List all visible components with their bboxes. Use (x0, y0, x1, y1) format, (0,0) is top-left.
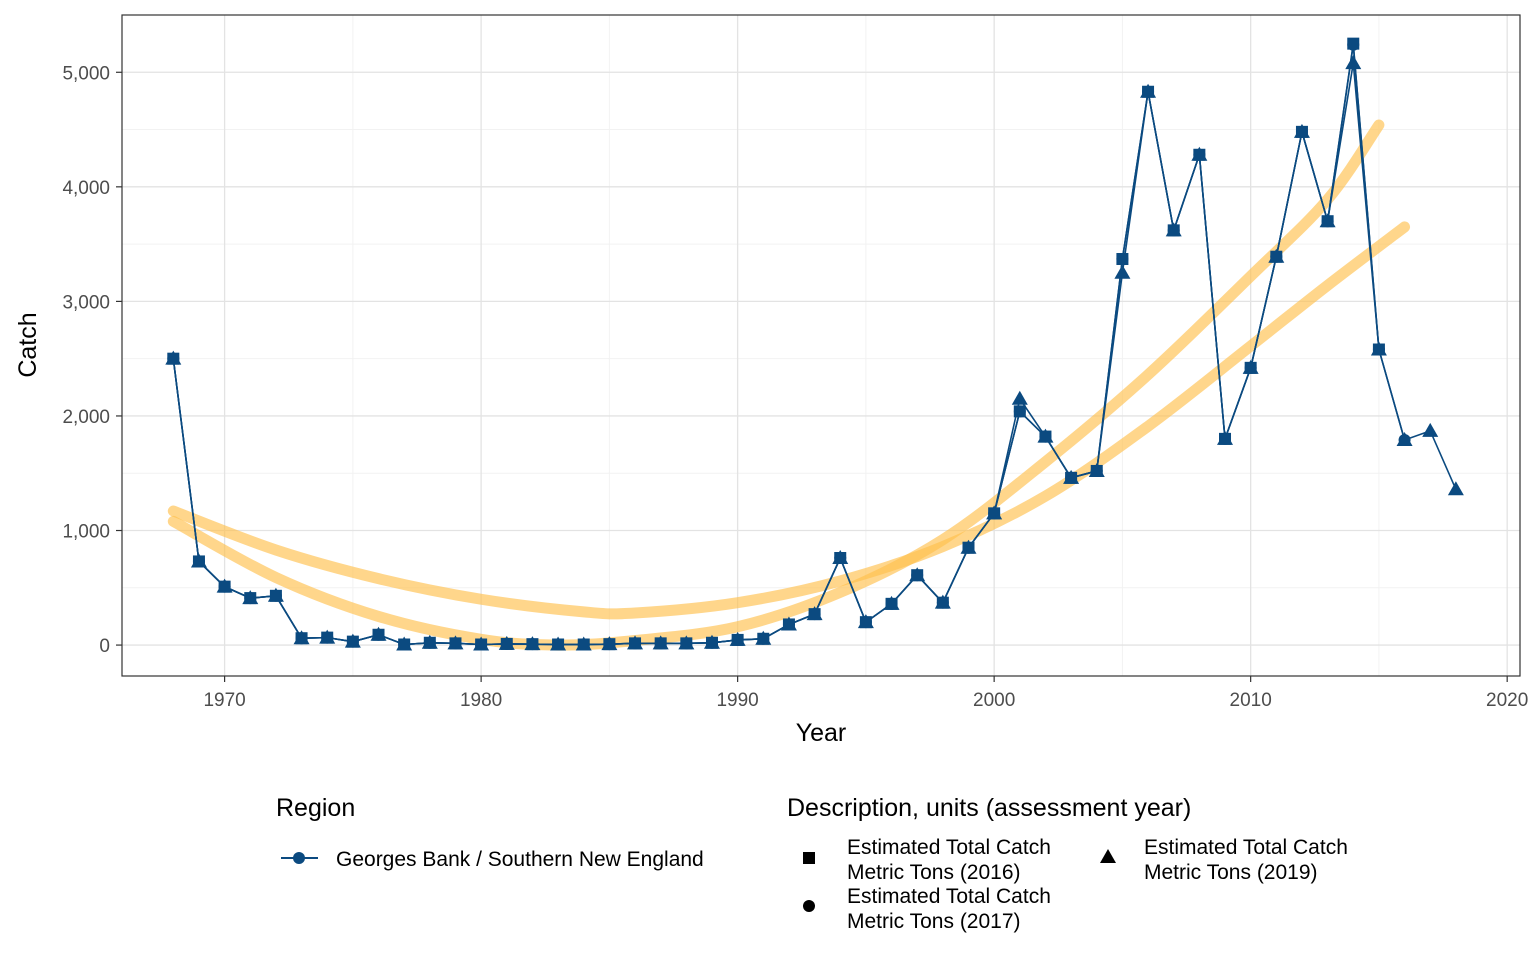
data-point-triangle (1293, 123, 1310, 138)
data-point-triangle (1037, 428, 1054, 443)
data-point-triangle (396, 636, 413, 651)
data-point-triangle (550, 636, 567, 651)
x-tick-label: 2000 (973, 690, 1015, 711)
region-legend: Region Georges Bank / Southern New Engla… (276, 794, 704, 871)
x-tick-label: 1980 (460, 690, 502, 711)
y-tick-label: 4,000 (62, 178, 110, 199)
data-point-triangle (575, 636, 592, 651)
data-point-triangle (1447, 481, 1464, 496)
legend-2019-line1: Estimated Total Catch (1144, 836, 1348, 859)
data-point-triangle (1088, 462, 1105, 477)
data-point-triangle (190, 553, 207, 568)
x-tick-label: 1970 (203, 690, 245, 711)
data-point-triangle (780, 616, 797, 631)
x-axis-label: Year (796, 719, 847, 747)
legend-triangle-key (1100, 849, 1116, 863)
data-point-triangle (473, 636, 490, 651)
data-point-triangle (934, 594, 951, 609)
data-point-triangle (216, 578, 233, 593)
trend-line (167, 221, 1411, 620)
data-point-triangle (1011, 390, 1028, 405)
legend-2017-line2: Metric Tons (2017) (847, 910, 1021, 933)
data-point-triangle (421, 634, 438, 649)
data-point-triangle (370, 626, 387, 641)
data-point-triangle (1345, 55, 1362, 70)
data-point-circle (1116, 253, 1129, 266)
legend-circle-key (803, 900, 815, 912)
data-point-triangle (729, 631, 746, 646)
data-point-triangle (1396, 432, 1413, 447)
data-point-triangle (319, 629, 336, 644)
data-point-triangle (909, 567, 926, 582)
data-point-triangle (267, 587, 284, 602)
data-point-triangle (986, 505, 1003, 520)
data-point-triangle (832, 550, 849, 565)
data-point-triangle (1063, 469, 1080, 484)
x-axis: 1970 1980 1990 2000 2010 2020 (203, 676, 1528, 711)
data-point-triangle (678, 635, 695, 650)
x-tick-label: 2020 (1486, 690, 1528, 711)
data-point-triangle (1422, 422, 1439, 437)
data-point-triangle (1268, 248, 1285, 263)
data-point-triangle (498, 635, 515, 650)
y-tick-label: 2,000 (62, 407, 110, 428)
legend-2016-line1: Estimated Total Catch (847, 836, 1051, 859)
data-point-triangle (524, 636, 541, 651)
x-tick-label: 1990 (716, 690, 758, 711)
shape-legend-title: Description, units (assessment year) (787, 794, 1191, 822)
data-point-triangle (1191, 146, 1208, 161)
data-point-triangle (960, 539, 977, 554)
data-point-triangle (1140, 83, 1157, 98)
data-point-triangle (344, 633, 361, 648)
data-point-triangle (1319, 213, 1336, 228)
legend-2016-line2: Metric Tons (2016) (847, 861, 1021, 884)
data-point-triangle (242, 590, 259, 605)
data-point-triangle (1114, 264, 1131, 279)
data-point-triangle (806, 606, 823, 621)
trend-line (167, 119, 1385, 651)
plot-panel-background (122, 15, 1520, 676)
plot-panel-border (121, 14, 1521, 677)
data-point-triangle (165, 350, 182, 365)
data-point-triangle (755, 630, 772, 645)
grid-lines (122, 15, 1520, 676)
series-markers (165, 37, 1464, 651)
data-point-triangle (1242, 359, 1259, 374)
y-tick-label: 3,000 (62, 292, 110, 313)
region-legend-item-label: Georges Bank / Southern New England (336, 848, 704, 871)
region-legend-key-point (293, 852, 305, 864)
data-point-circle (1347, 38, 1360, 51)
data-point-triangle (883, 595, 900, 610)
y-tick-label: 5,000 (62, 63, 110, 84)
y-axis: 0 1,000 2,000 3,000 4,000 5,000 (62, 63, 122, 657)
data-point-triangle (652, 635, 669, 650)
x-tick-label: 2010 (1230, 690, 1272, 711)
y-tick-label: 1,000 (62, 522, 110, 543)
data-point-triangle (1370, 341, 1387, 356)
data-point-triangle (627, 635, 644, 650)
y-axis-label: Catch (14, 312, 42, 377)
shape-legend: Description, units (assessment year) Est… (787, 794, 1348, 933)
trend-lines (167, 119, 1411, 651)
data-point-circle (1013, 405, 1026, 418)
legend-2019-line2: Metric Tons (2019) (1144, 861, 1318, 884)
y-tick-label: 0 (99, 636, 110, 657)
region-legend-title: Region (276, 794, 355, 822)
data-point-triangle (857, 614, 874, 629)
data-point-triangle (447, 635, 464, 650)
data-point-triangle (1217, 430, 1234, 445)
legend-2017-line1: Estimated Total Catch (847, 885, 1051, 908)
data-point-triangle (293, 630, 310, 645)
data-point-triangle (703, 634, 720, 649)
data-point-triangle (601, 636, 618, 651)
legend-square-key (803, 852, 815, 864)
data-point-triangle (1165, 222, 1182, 237)
